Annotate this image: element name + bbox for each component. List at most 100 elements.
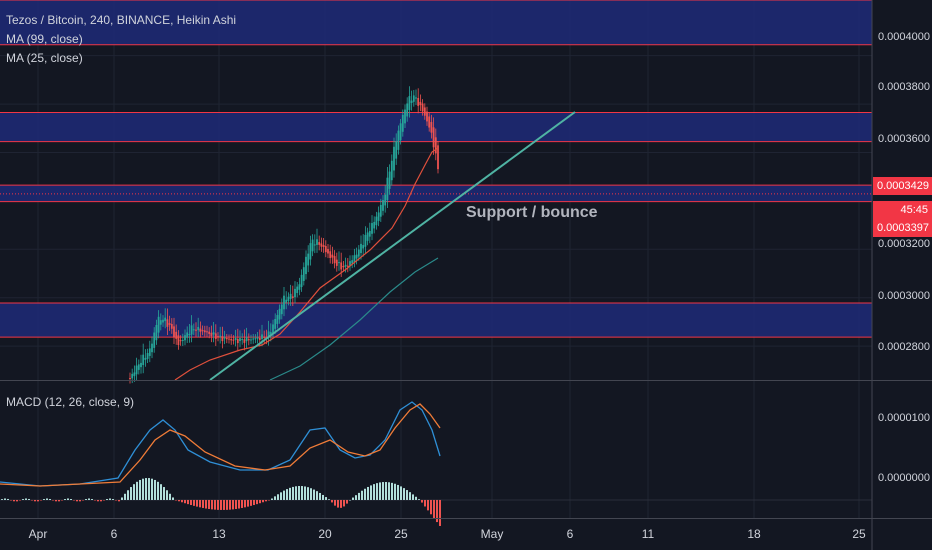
macd-histogram-bar	[220, 499, 222, 510]
macd-histogram-bar	[322, 494, 324, 500]
candle-body	[351, 260, 354, 264]
macd-histogram-bar	[298, 485, 300, 500]
macd-histogram-bar	[286, 489, 288, 500]
macd-histogram-bar	[76, 499, 78, 502]
candle-body	[135, 365, 138, 375]
trendline[interactable]	[209, 111, 576, 381]
macd-histogram-bar	[136, 481, 138, 500]
symbol-legend[interactable]: Tezos / Bitcoin, 240, BINANCE, Heikin As…	[6, 13, 237, 27]
ma99-line	[269, 257, 439, 381]
candle-body	[357, 249, 360, 257]
macd-histogram-bar	[289, 487, 291, 500]
macd-histogram-bar	[13, 499, 15, 502]
candle-body	[261, 334, 263, 339]
macd-histogram-bar	[421, 499, 423, 503]
candle-body	[280, 304, 283, 315]
macd-histogram-bar	[379, 482, 381, 500]
macd-histogram-bar	[55, 499, 57, 502]
macd-histogram-bar	[118, 499, 120, 502]
candle-body	[362, 245, 365, 249]
ma25-path	[174, 147, 439, 381]
macd-histogram-bar	[91, 499, 93, 500]
macd-histogram-bar	[382, 482, 384, 500]
macd-histogram-bar	[151, 478, 153, 500]
candle-body	[230, 339, 233, 341]
candle-body	[177, 335, 180, 346]
macd-histogram-bar	[370, 485, 372, 500]
time-axis-label: 25	[852, 527, 866, 541]
candle-body	[302, 267, 305, 281]
support-bounce-annotation[interactable]: Support / bounce	[466, 204, 598, 221]
macd-histogram-bar	[28, 498, 30, 500]
macd-histogram-bar	[43, 499, 45, 500]
macd-histogram-bar	[361, 490, 363, 500]
macd-histogram-bar	[109, 498, 111, 500]
candle-body	[214, 333, 217, 339]
candle-body	[228, 338, 230, 340]
candle-body	[234, 337, 237, 340]
ma99-legend[interactable]: MA (99, close)	[6, 32, 83, 46]
macd-histogram-bar	[127, 490, 129, 500]
candle-body	[423, 107, 426, 116]
zone-rect	[0, 303, 872, 338]
candle-body	[404, 109, 406, 124]
macd-histogram-bar	[400, 486, 402, 500]
ma25-legend[interactable]: MA (25, close)	[6, 51, 83, 65]
macd-histogram-bar	[139, 479, 141, 500]
macd-histogram-bar	[304, 486, 306, 500]
candle-body	[159, 320, 162, 325]
macd-histogram-bar	[181, 499, 183, 503]
candle-body	[269, 332, 272, 335]
candle-body	[368, 230, 371, 237]
candle-body	[256, 337, 259, 339]
candle-body	[210, 332, 213, 337]
candle-body	[245, 337, 248, 342]
time-axis-label: 18	[747, 527, 761, 541]
macd-histogram-bar	[61, 499, 63, 501]
candle-body	[144, 357, 147, 360]
macd-histogram-bar	[46, 498, 48, 500]
macd-histogram-bar	[265, 499, 267, 502]
candle-body	[390, 160, 393, 181]
candle-body	[263, 336, 266, 338]
macd-histogram-bar	[310, 488, 312, 500]
candle-body	[331, 254, 334, 258]
macd-histogram-bar	[433, 499, 435, 519]
candle-body	[287, 296, 290, 302]
macd-histogram-bar	[70, 499, 72, 500]
candle-body	[188, 334, 191, 336]
macd-histogram-bar	[157, 481, 159, 500]
macd-histogram-bar	[202, 499, 204, 508]
macd-pane	[0, 401, 872, 526]
macd-histogram-bar	[211, 499, 213, 510]
candle-body	[437, 145, 439, 170]
macd-histogram-bar	[358, 492, 360, 500]
macd-histogram-bar	[334, 499, 336, 506]
time-axis-label: 20	[318, 527, 332, 541]
macd-histogram-bar	[367, 486, 369, 500]
candle-body	[201, 330, 204, 332]
candle-body	[333, 256, 336, 264]
macd-histogram-bar	[52, 499, 54, 501]
macd-legend[interactable]: MACD (12, 26, close, 9)	[6, 395, 135, 409]
candle-body	[239, 338, 241, 342]
candle-body	[324, 246, 327, 253]
macd-axis-label: 0.0000000	[878, 472, 930, 484]
macd-histogram-bar	[199, 499, 201, 508]
macd-histogram-bar	[67, 498, 69, 500]
candle-body	[199, 328, 202, 332]
candle-body	[430, 122, 433, 133]
macd-histogram-bar	[250, 499, 252, 506]
candle-body	[258, 338, 261, 340]
candle-body	[410, 100, 413, 104]
zone-rect	[0, 0, 872, 45]
macd-histogram-bar	[271, 498, 273, 500]
candle-body	[186, 332, 189, 338]
candle-body	[384, 194, 387, 206]
macd-histogram-bar	[166, 490, 168, 500]
macd-histogram-bar	[4, 498, 6, 500]
candle-body	[131, 373, 134, 379]
candle-body	[395, 141, 398, 159]
candle-body	[142, 354, 145, 366]
